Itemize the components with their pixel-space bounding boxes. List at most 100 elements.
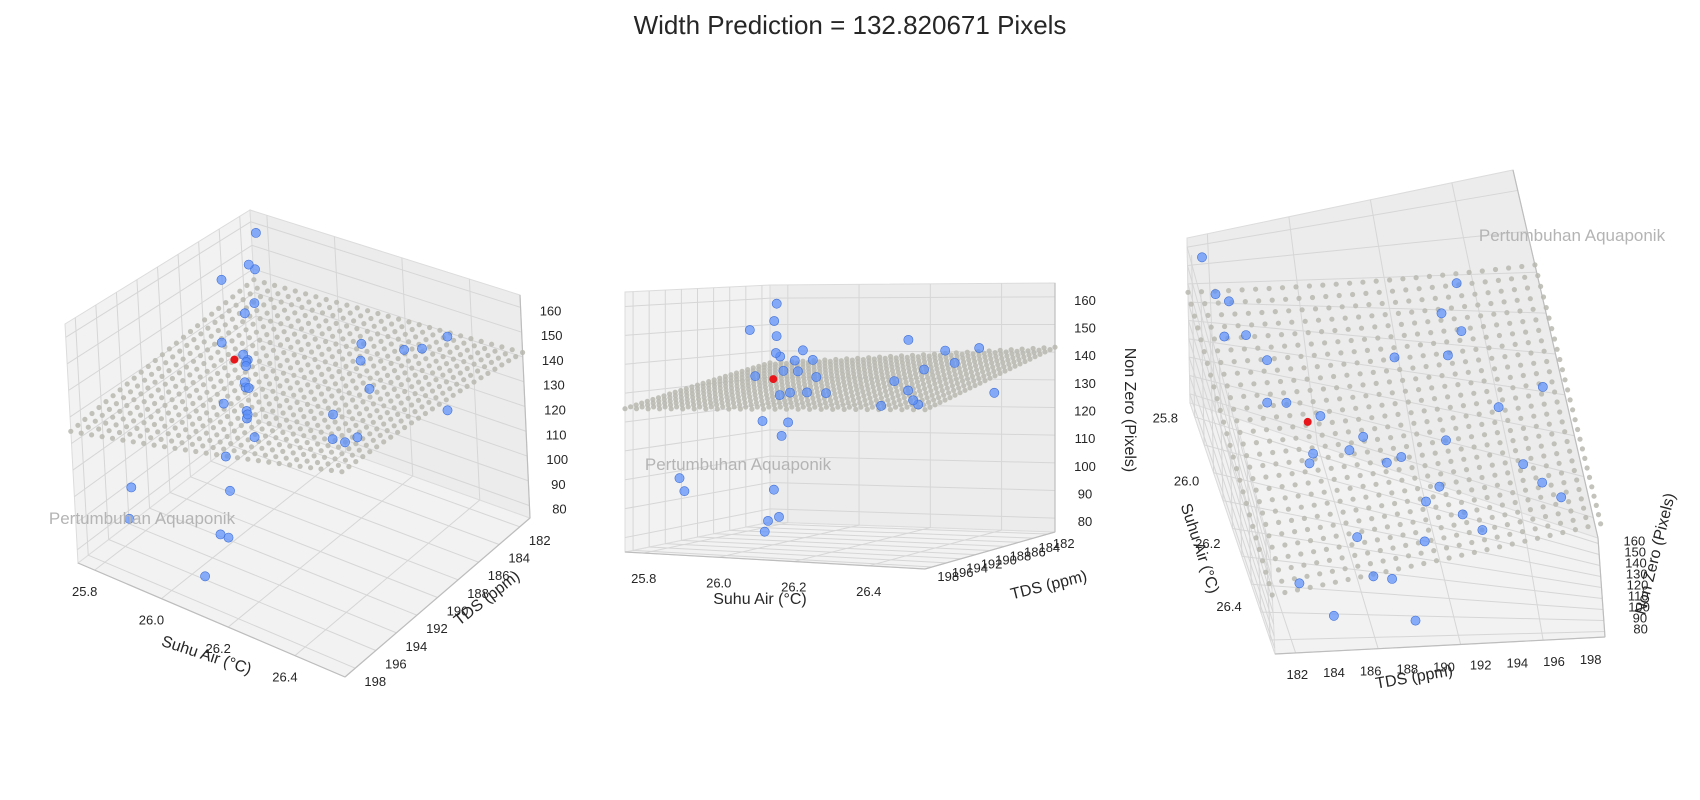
plane-dot xyxy=(917,388,923,394)
plane-dot xyxy=(117,408,123,414)
plane-dot xyxy=(1416,442,1423,448)
plane-dot xyxy=(270,408,276,414)
plane-dot xyxy=(1030,345,1036,352)
plane-dot xyxy=(120,437,126,443)
plane-dot xyxy=(1019,346,1025,352)
plane-dot xyxy=(1510,490,1516,496)
plane-dot xyxy=(1478,368,1484,374)
plane-dot xyxy=(944,358,950,364)
plane-dot xyxy=(158,436,164,442)
plane-dot xyxy=(1582,455,1588,461)
plane-dot xyxy=(309,307,315,313)
plane-dot xyxy=(1007,366,1013,372)
plane-dot xyxy=(1289,319,1295,325)
plane-dot xyxy=(1358,325,1365,331)
plane-dot xyxy=(1217,407,1223,413)
plane-dot xyxy=(260,366,266,372)
plane-dot xyxy=(1574,477,1580,483)
data-point xyxy=(876,400,886,411)
plane-dot xyxy=(865,386,871,392)
plane-dot xyxy=(377,377,384,383)
plane-dot xyxy=(1420,506,1426,512)
plane-dot xyxy=(1266,285,1272,292)
data-point xyxy=(249,298,260,308)
plane-dot xyxy=(685,400,691,406)
plane-dot xyxy=(284,336,291,343)
plane-dot xyxy=(281,307,288,313)
plane-dot xyxy=(205,325,211,331)
plane-dot xyxy=(1567,397,1573,403)
plane-dot xyxy=(1357,371,1363,377)
plane-dot xyxy=(124,381,130,387)
plane-dot xyxy=(962,367,969,373)
plane-dot xyxy=(363,442,369,448)
data-point xyxy=(793,366,803,377)
plane-dot xyxy=(180,378,186,384)
plane-dot xyxy=(901,395,907,401)
plane-dot xyxy=(389,321,395,327)
plane-dot xyxy=(253,350,259,357)
plane-dot xyxy=(1370,471,1376,477)
plane-dot xyxy=(1550,492,1557,498)
plane-dot xyxy=(819,383,825,389)
plane-dot xyxy=(840,375,846,381)
data-point xyxy=(355,355,366,366)
plane-dot xyxy=(329,393,335,399)
plane-dot xyxy=(1491,366,1498,372)
plane-dot xyxy=(391,386,397,392)
plane-dot xyxy=(895,369,902,375)
data-point xyxy=(1537,381,1548,392)
plane-dot xyxy=(685,404,691,410)
tick-label-z: 110 xyxy=(1628,589,1649,604)
plane-dot xyxy=(839,397,845,403)
gridline-y xyxy=(1232,528,1602,588)
plane-dot xyxy=(808,383,814,389)
tick-label-y: 190 xyxy=(995,553,1017,568)
plane-dot xyxy=(311,415,317,421)
plane-dot xyxy=(948,378,954,384)
plane-dot xyxy=(233,324,239,330)
plane-dot xyxy=(902,375,908,381)
plane-dot xyxy=(375,331,381,337)
plane-dot xyxy=(1269,497,1275,503)
plane-dot xyxy=(997,370,1003,376)
plane-dot xyxy=(204,389,210,395)
plane-dot xyxy=(450,392,456,398)
plane-dot xyxy=(1234,370,1240,376)
plane-dot xyxy=(1287,413,1293,419)
plane-dot xyxy=(890,371,896,378)
plane-dot xyxy=(1265,333,1271,339)
plane-dot xyxy=(841,379,847,385)
plane-dot xyxy=(989,360,995,366)
plane-dot xyxy=(841,383,848,389)
prediction-point xyxy=(230,355,239,364)
plane-dot xyxy=(1283,296,1289,302)
plane-dot xyxy=(1520,425,1526,431)
plane-dot xyxy=(273,415,279,421)
data-point xyxy=(1436,308,1447,319)
plane-dot xyxy=(1286,459,1292,465)
plane-dot xyxy=(323,338,329,345)
plane-dot xyxy=(1451,522,1457,528)
plane-dot xyxy=(166,389,172,395)
plane-dot xyxy=(481,364,488,370)
data-point xyxy=(811,372,822,382)
tick-label-z: 120 xyxy=(1074,404,1096,419)
plane-dot xyxy=(1555,511,1561,517)
plane-dot xyxy=(1329,316,1335,322)
plane-dot xyxy=(806,402,812,408)
plane-dot xyxy=(697,404,703,410)
plane-dot xyxy=(1323,397,1329,403)
plane-dot xyxy=(1320,535,1326,542)
plane-dot xyxy=(1263,569,1269,575)
plane-dot xyxy=(468,354,474,360)
plane-dot xyxy=(1476,411,1482,417)
plane-dot xyxy=(238,422,244,429)
plane-dot xyxy=(707,396,713,402)
plane-dot xyxy=(381,365,387,371)
plane-dot xyxy=(923,390,929,396)
plane-dot xyxy=(330,333,336,339)
plane-dot xyxy=(1259,558,1266,564)
plane-dot xyxy=(926,379,932,385)
plane-dot xyxy=(1374,537,1380,543)
